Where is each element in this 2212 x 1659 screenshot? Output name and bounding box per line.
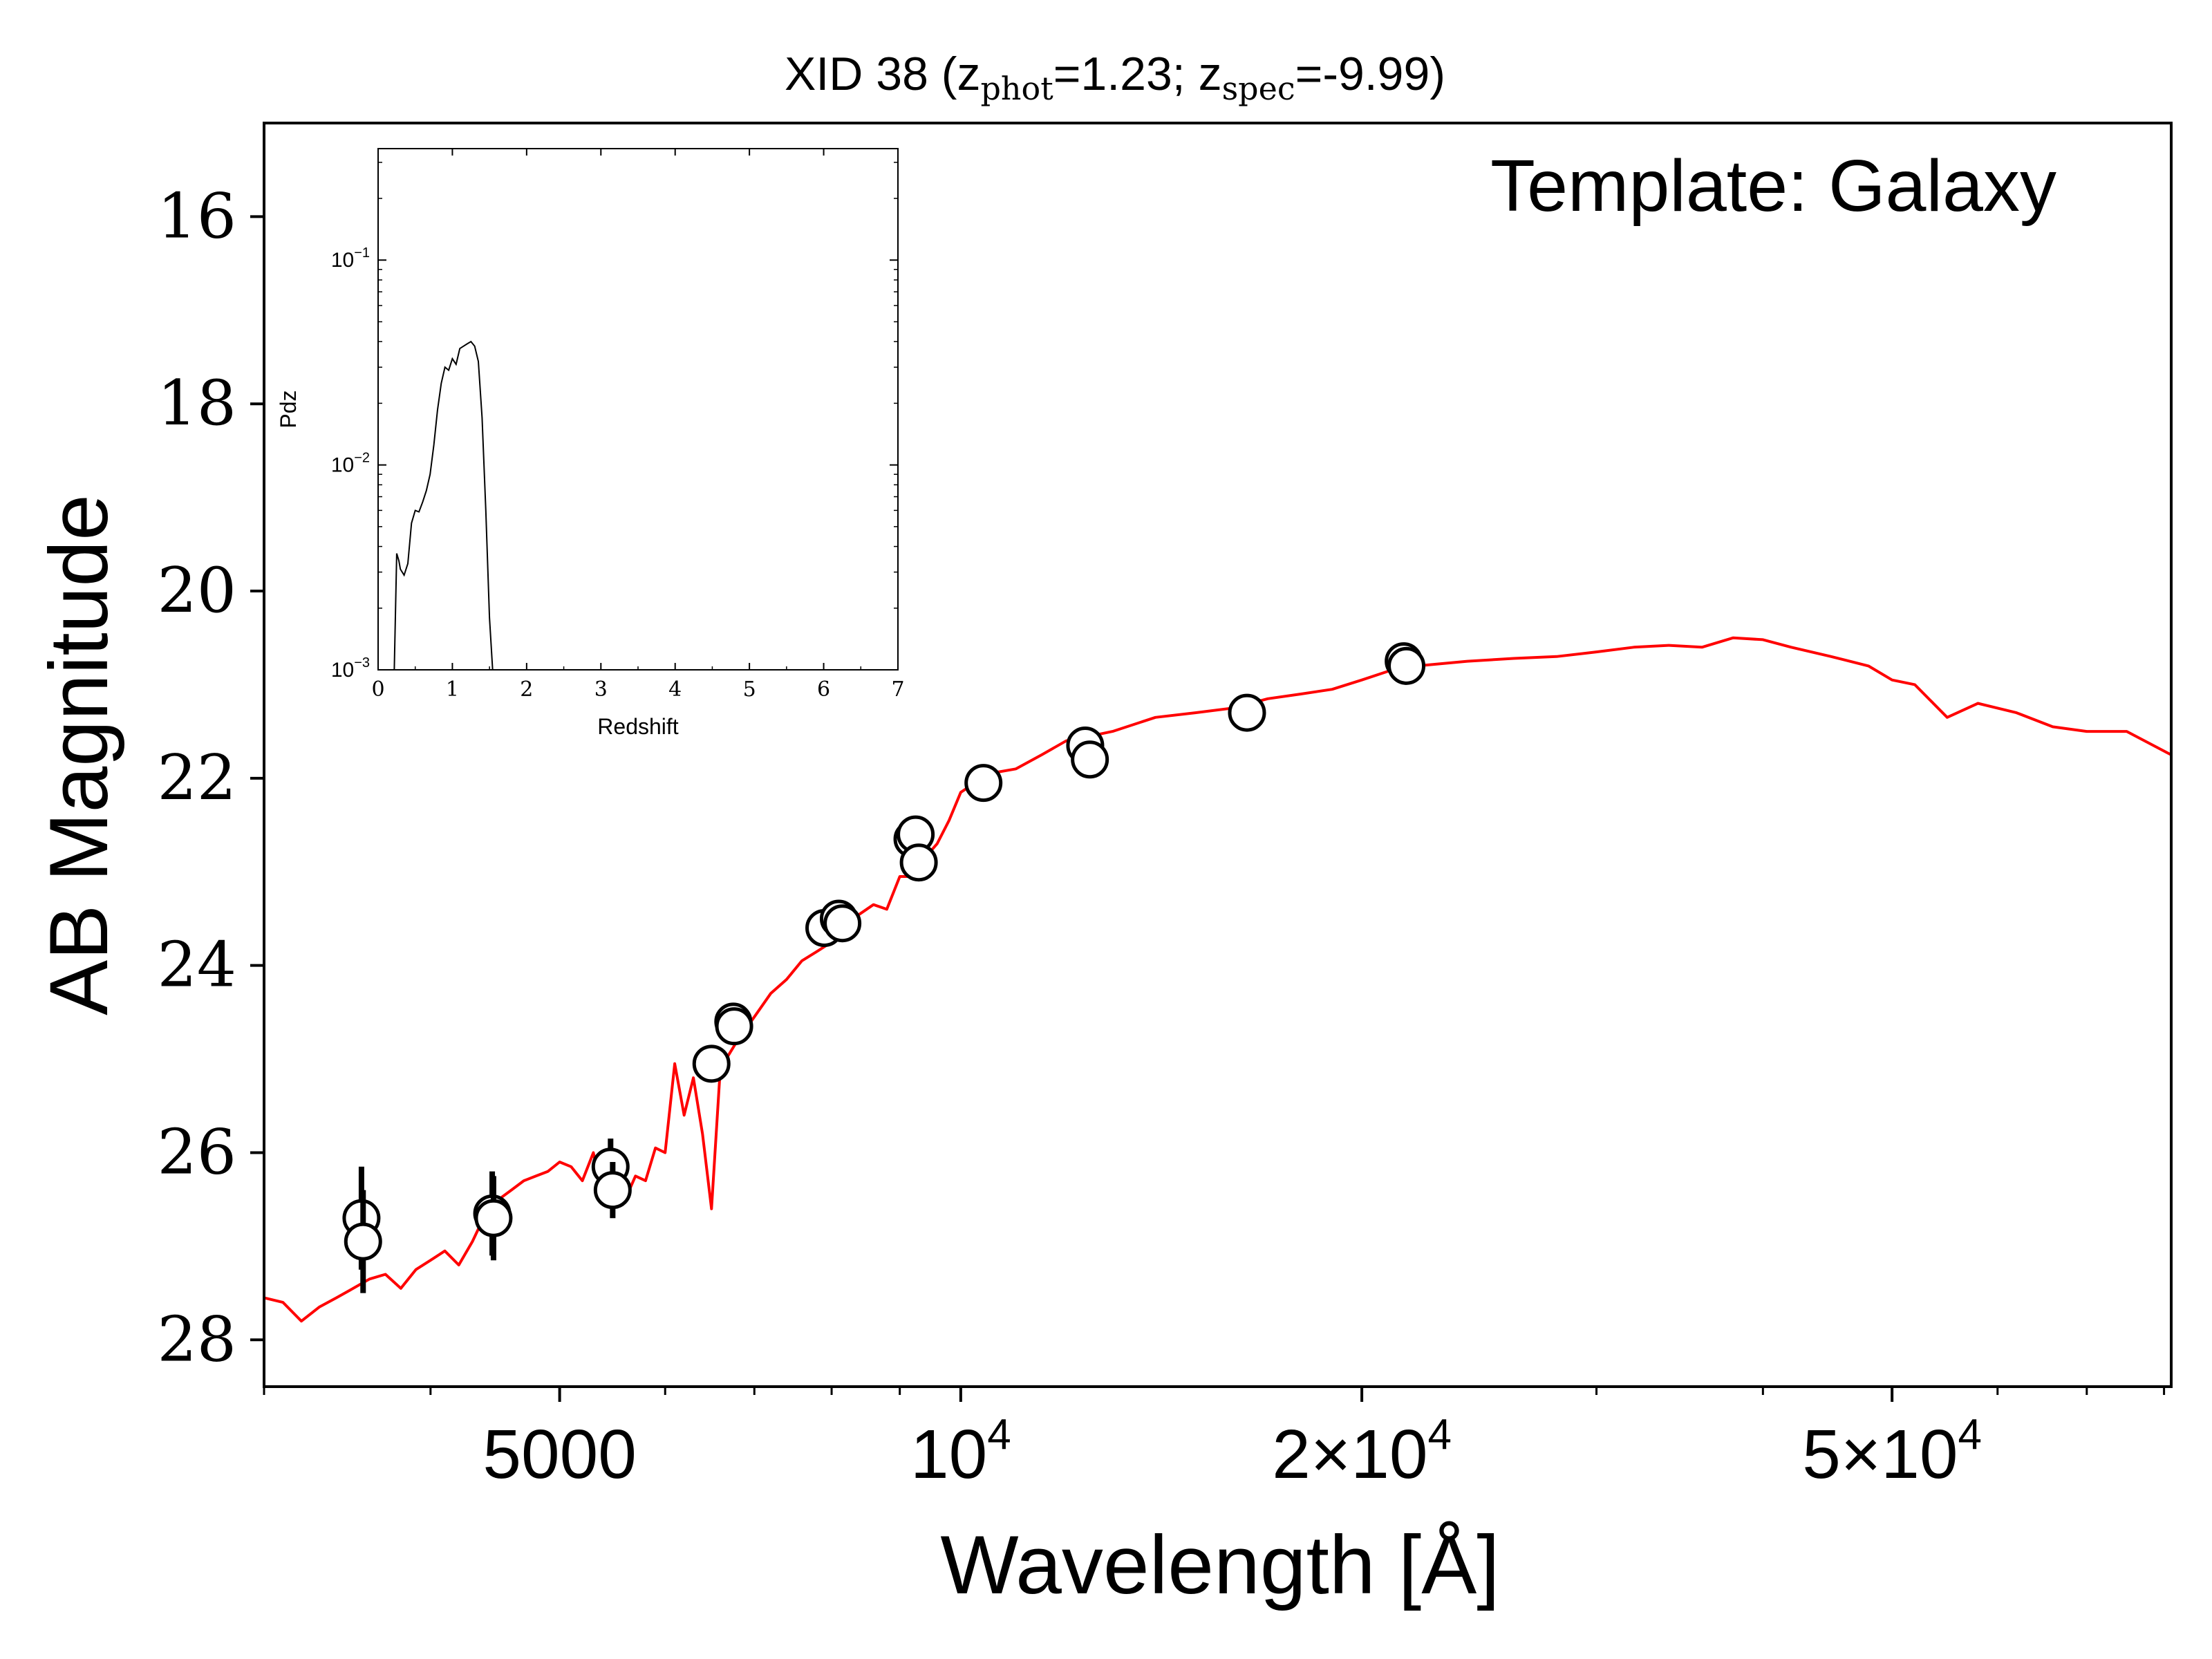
photometry-marker	[692, 1044, 731, 1083]
inset-y-axis-label: Pdz	[276, 390, 301, 428]
inset-y-tick-label: 10−3	[331, 655, 370, 682]
y-tick-label: 28	[157, 1303, 236, 1376]
y-tick-label: 22	[157, 742, 236, 814]
inset-x-tick-label: 5	[743, 677, 756, 702]
photometry-layer	[342, 642, 1426, 1293]
x-tick-label: 5000	[482, 1416, 636, 1493]
inset-frame	[377, 148, 899, 671]
photometry-point	[823, 904, 862, 943]
inset-y-tick-label: 10−2	[331, 451, 370, 477]
photometry-point	[1387, 646, 1426, 685]
photometry-point	[715, 1007, 753, 1046]
inset-x-tick-label: 4	[668, 677, 682, 702]
photometry-marker	[1071, 740, 1109, 779]
photometry-point	[1071, 740, 1109, 779]
inset-x-tick-label: 6	[817, 677, 830, 702]
photometry-marker	[344, 1222, 382, 1261]
photometry-point	[344, 1190, 382, 1293]
main-plot-frame	[263, 122, 2173, 1388]
y-tick-label: 20	[157, 554, 236, 627]
y-tick-label: 24	[157, 929, 236, 1002]
inset-x-tick-label: 0	[371, 677, 384, 702]
photometry-marker	[899, 843, 938, 882]
photometry-marker	[964, 764, 1003, 803]
photometry-point	[1228, 693, 1266, 732]
inset-y-tick-label: 10−1	[331, 245, 370, 272]
inset-x-axis-label: Redshift	[597, 714, 679, 739]
y-tick-label: 26	[157, 1116, 236, 1188]
photometry-point	[899, 843, 938, 882]
photometry-marker	[593, 1171, 632, 1210]
pdz-line-layer	[393, 340, 494, 670]
chart-title: XID 38 (zphot=1.23; zspec=-9.99)	[785, 48, 1445, 107]
x-tick-label: 2×104	[1272, 1411, 1452, 1493]
inset-x-tick-label: 1	[446, 677, 459, 702]
photometry-point	[593, 1162, 632, 1219]
y-axis-label: AB Magnitude	[32, 494, 125, 1015]
y-tick-label: 16	[157, 180, 236, 252]
y-tick-label: 18	[157, 367, 236, 440]
x-tick-label: 104	[910, 1411, 1011, 1493]
photometry-marker	[474, 1199, 513, 1237]
photometry-marker	[1228, 693, 1266, 732]
photometry-marker	[1387, 646, 1426, 685]
photometry-point	[964, 764, 1003, 803]
photometry-marker	[823, 904, 862, 943]
inset-x-tick-label: 2	[520, 677, 533, 702]
inset-background	[378, 149, 898, 670]
photometry-point	[692, 1044, 731, 1083]
inset-x-tick-label: 7	[891, 677, 904, 702]
photometry-marker	[715, 1007, 753, 1046]
pdz-line	[393, 340, 494, 670]
template-annotation: Template: Galaxy	[1490, 145, 2056, 227]
x-axis-label: Wavelength [Å]	[940, 1519, 1499, 1611]
x-tick-label: 5×104	[1802, 1411, 1982, 1493]
photometry-point	[474, 1176, 513, 1261]
inset-x-tick-label: 3	[594, 677, 608, 702]
